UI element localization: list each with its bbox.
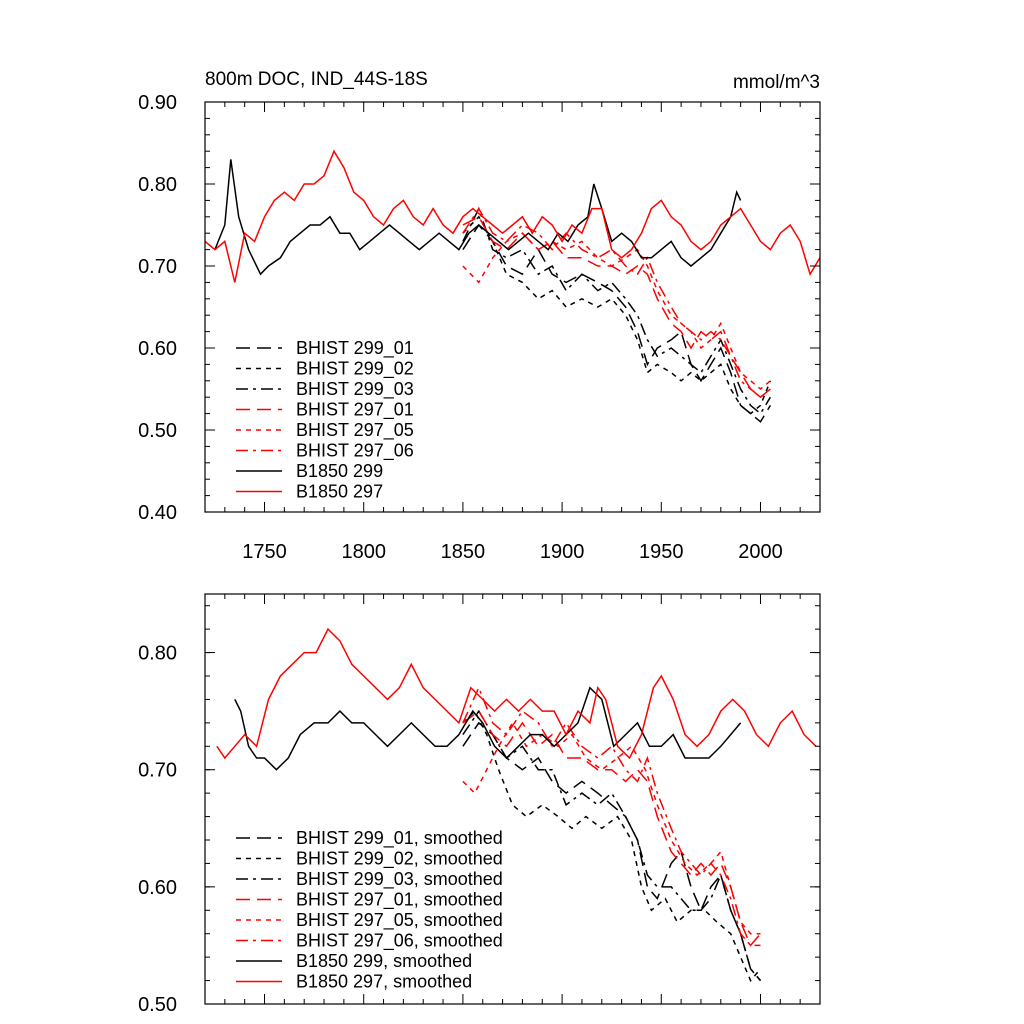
y-tick-label: 0.80: [138, 174, 177, 196]
x-tick-label: 1850: [441, 541, 486, 563]
legend-label: BHIST 299_02: [296, 359, 414, 380]
legend-label: BHIST 297_05, smoothed: [296, 910, 503, 931]
series-line-bhist-297-06-smoothed: [462, 685, 761, 947]
units-label: mmol/m^3: [733, 72, 820, 93]
series-line-bhist-297-06: [462, 207, 771, 399]
x-tick-label: 1950: [639, 541, 684, 563]
bottom-panel: 0.500.600.700.80 BHIST 299_01, smoothedB…: [138, 593, 821, 1016]
legend-label: BHIST 299_02, smoothed: [296, 849, 503, 870]
series-line-b1850-297-smoothed: [216, 627, 817, 760]
legend-label: BHIST 297_01, smoothed: [296, 890, 503, 911]
series-line-bhist-299-02-smoothed: [462, 709, 762, 983]
series-line-b1850-299: [214, 159, 742, 276]
legend-label: B1850 299: [296, 461, 383, 481]
x-tick-label: 1800: [341, 541, 386, 563]
legend-label: BHIST 299_01, smoothed: [296, 828, 503, 849]
series-line-b1850-299-smoothed: [234, 686, 742, 771]
x-tick-label: 1900: [540, 541, 585, 563]
legend-label: B1850 299, smoothed: [296, 951, 472, 971]
y-tick-label: 0.60: [138, 338, 177, 360]
y-tick-label: 0.90: [138, 92, 177, 114]
series-line-bhist-297-05-smoothed: [462, 721, 761, 935]
series-line-bhist-299-02: [462, 215, 772, 415]
y-tick-label: 0.80: [138, 643, 177, 665]
bottom-axis-ticks: 0.50 0.60 0.70 0.80: [138, 594, 821, 1016]
y-tick-label: 0.50: [138, 420, 177, 442]
y-tick-label: 0.40: [138, 502, 177, 524]
y-tick-label: 0.70: [138, 760, 177, 782]
chart-title: 800m DOC, IND_44S-18S: [205, 69, 428, 90]
top-panel: 800m DOC, IND_44S-18S mmol/m^3 1750 1800 1…: [138, 69, 821, 563]
x-tick-label: 2000: [738, 541, 783, 563]
x-tick-label: 1750: [242, 541, 287, 563]
legend-label: BHIST 297_06: [296, 441, 414, 462]
series-group-0: [205, 149, 820, 423]
legend-label: BHIST 297_01: [296, 400, 414, 421]
series-line-b1850-297: [205, 149, 820, 283]
y-tick-label: 0.70: [138, 256, 177, 278]
top-axis-ticks: 1750 1800 1850 1900 1950 2000 0.40 0.50 0.60 0.70…: [138, 92, 821, 563]
y-tick-label: 0.60: [138, 877, 177, 899]
legend-label: BHIST 299_03, smoothed: [296, 869, 503, 890]
y-tick-label: 0.50: [138, 994, 177, 1016]
legend-label: BHIST 299_01: [296, 338, 414, 359]
bottom-plot-frame: [204, 593, 821, 1005]
legend-label: BHIST 297_06, smoothed: [296, 931, 503, 952]
series-line-bhist-297-01-smoothed: [462, 710, 762, 947]
top-plot-frame: [204, 101, 821, 513]
series-group-1: [216, 627, 817, 983]
series-line-bhist-299-01: [462, 223, 772, 423]
legend-label: B1850 297: [296, 482, 383, 502]
series-line-bhist-299-03: [462, 206, 772, 415]
legend-label: BHIST 299_03: [296, 379, 414, 400]
series-line-bhist-299-03-smoothed: [462, 709, 762, 982]
legend-label: BHIST 297_05: [296, 420, 414, 441]
legend-label: B1850 297, smoothed: [296, 972, 472, 992]
